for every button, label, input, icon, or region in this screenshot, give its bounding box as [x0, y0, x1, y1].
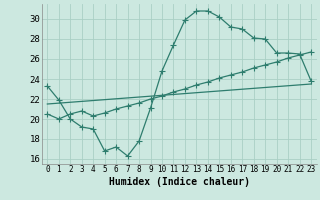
X-axis label: Humidex (Indice chaleur): Humidex (Indice chaleur) — [109, 177, 250, 187]
